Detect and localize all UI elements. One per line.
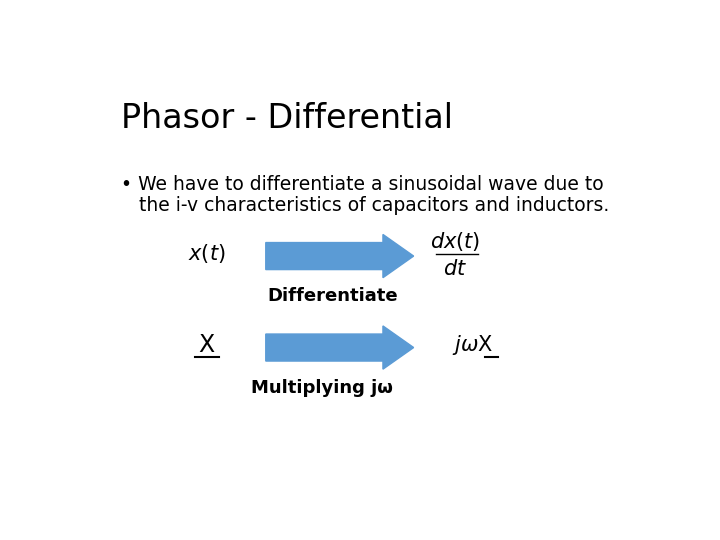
Text: the i-v characteristics of capacitors and inductors.: the i-v characteristics of capacitors an… xyxy=(121,196,609,215)
Text: $\mathrm{X}$: $\mathrm{X}$ xyxy=(199,334,216,357)
FancyArrow shape xyxy=(266,234,414,278)
FancyArrow shape xyxy=(266,326,414,369)
Text: $dt$: $dt$ xyxy=(444,259,467,279)
Text: $x(t)$: $x(t)$ xyxy=(189,242,226,266)
Text: Phasor - Differential: Phasor - Differential xyxy=(121,102,453,135)
Text: • We have to differentiate a sinusoidal wave due to: • We have to differentiate a sinusoidal … xyxy=(121,175,603,194)
Text: $j\omega\mathrm{X}$: $j\omega\mathrm{X}$ xyxy=(451,334,493,357)
Text: Differentiate: Differentiate xyxy=(267,287,398,305)
Text: Multiplying jω: Multiplying jω xyxy=(251,379,392,397)
Text: $dx(t)$: $dx(t)$ xyxy=(431,230,481,253)
